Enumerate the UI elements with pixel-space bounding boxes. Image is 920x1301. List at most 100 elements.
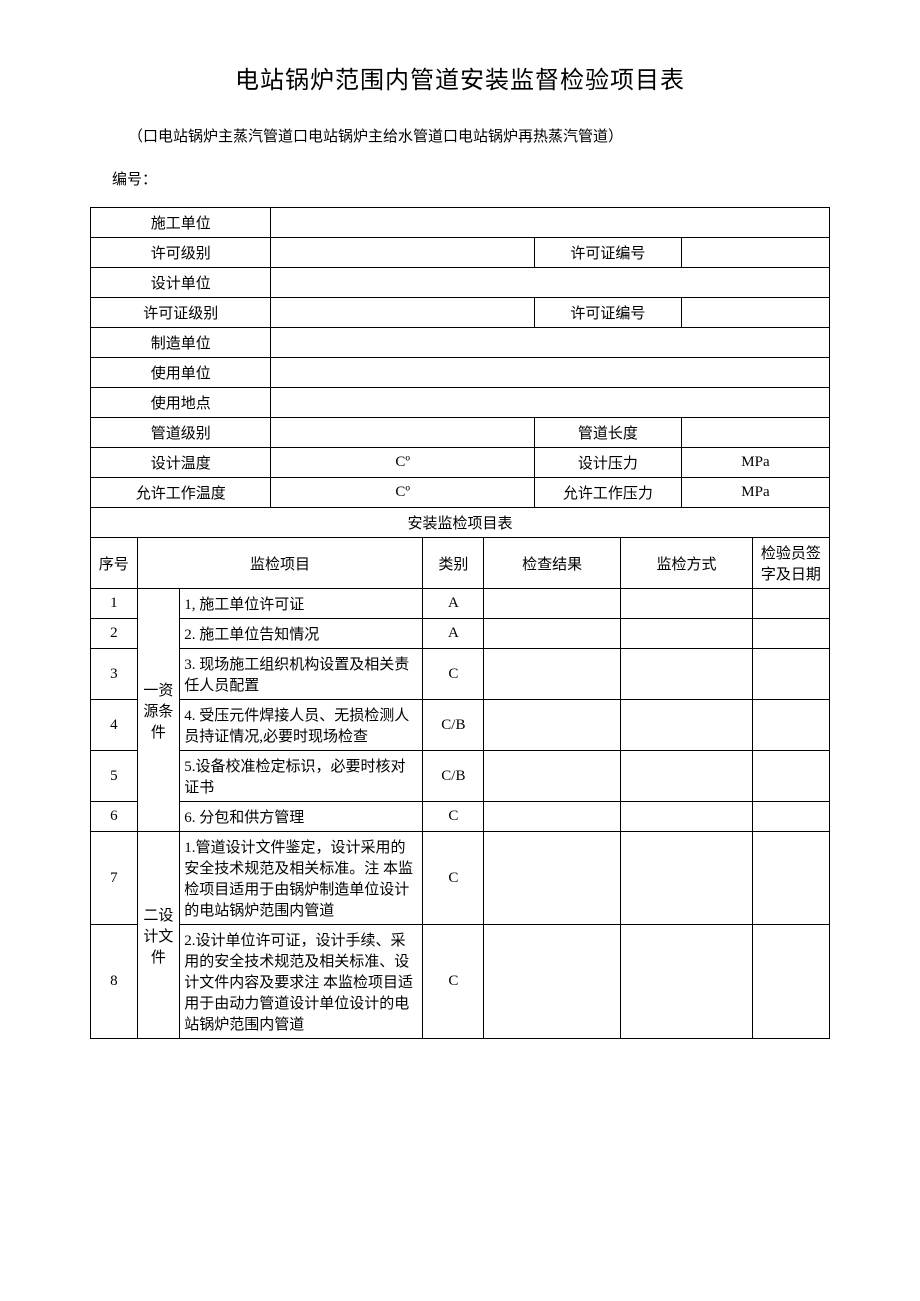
row-header: 序号 监检项目 类别 检查结果 监检方式 检验员签字及日期: [91, 538, 830, 589]
allow-pressure-label: 允许工作压力: [534, 478, 681, 508]
method-cell: [621, 832, 753, 925]
row-section-title: 安装监检项目表: [91, 508, 830, 538]
row-design-unit: 设计单位: [91, 268, 830, 298]
seq-cell: 3: [91, 649, 138, 700]
item-cell: 1.管道设计文件鉴定，设计采用的安全技术规范及相关标准。注 本监检项目适用于由锅…: [180, 832, 423, 925]
result-cell: [484, 700, 621, 751]
row-user-unit: 使用单位: [91, 358, 830, 388]
design-pressure-label: 设计压力: [534, 448, 681, 478]
design-pressure-unit: MPa: [681, 448, 829, 478]
result-cell: [484, 619, 621, 649]
row-permit-cert-level: 许可证级别 许可证编号: [91, 298, 830, 328]
permit-level-label: 许可级别: [91, 238, 271, 268]
permit-cert-no-value: [681, 298, 829, 328]
user-unit-value: [271, 358, 830, 388]
item-cell: 4. 受压元件焊接人员、无损检测人员持证情况,必要时现场检查: [180, 700, 423, 751]
cat-cell: C/B: [423, 751, 484, 802]
sign-cell: [752, 925, 829, 1039]
group-cell-2: 二设计文件: [137, 832, 180, 1039]
col-method: 监检方式: [621, 538, 753, 589]
sign-cell: [752, 619, 829, 649]
table-row: 6 6. 分包和供方管理 C: [91, 802, 830, 832]
row-pipe-level: 管道级别 管道长度: [91, 418, 830, 448]
item-cell: 6. 分包和供方管理: [180, 802, 423, 832]
result-cell: [484, 832, 621, 925]
design-temp-label: 设计温度: [91, 448, 271, 478]
item-cell: 2.设计单位许可证，设计手续、采用的安全技术规范及相关标准、设计文件内容及要求注…: [180, 925, 423, 1039]
seq-cell: 5: [91, 751, 138, 802]
cat-cell: C/B: [423, 700, 484, 751]
cat-cell: A: [423, 619, 484, 649]
method-cell: [621, 700, 753, 751]
permit-cert-level-label: 许可证级别: [91, 298, 271, 328]
permit-cert-no-label: 许可证编号: [534, 298, 681, 328]
design-temp-unit: Cº: [271, 448, 535, 478]
cat-cell: C: [423, 802, 484, 832]
table-row: 1 一资源条件 1, 施工单位许可证 A: [91, 589, 830, 619]
sign-cell: [752, 832, 829, 925]
manufacturer-label: 制造单位: [91, 328, 271, 358]
row-manufacturer: 制造单位: [91, 328, 830, 358]
result-cell: [484, 649, 621, 700]
result-cell: [484, 925, 621, 1039]
row-allow-temp: 允许工作温度 Cº 允许工作压力 MPa: [91, 478, 830, 508]
seq-cell: 1: [91, 589, 138, 619]
item-cell: 1, 施工单位许可证: [180, 589, 423, 619]
result-cell: [484, 751, 621, 802]
use-location-label: 使用地点: [91, 388, 271, 418]
design-unit-value: [271, 268, 830, 298]
seq-cell: 4: [91, 700, 138, 751]
table-row: 8 2.设计单位许可证，设计手续、采用的安全技术规范及相关标准、设计文件内容及要…: [91, 925, 830, 1039]
item-cell: 2. 施工单位告知情况: [180, 619, 423, 649]
row-construction-unit: 施工单位: [91, 208, 830, 238]
pipe-level-label: 管道级别: [91, 418, 271, 448]
construction-unit-label: 施工单位: [91, 208, 271, 238]
seq-cell: 8: [91, 925, 138, 1039]
pipe-length-value: [681, 418, 829, 448]
method-cell: [621, 619, 753, 649]
group-cell-1: 一资源条件: [137, 589, 180, 832]
cat-cell: C: [423, 832, 484, 925]
table-row: 4 4. 受压元件焊接人员、无损检测人员持证情况,必要时现场检查 C/B: [91, 700, 830, 751]
sign-cell: [752, 700, 829, 751]
row-design-temp: 设计温度 Cº 设计压力 MPa: [91, 448, 830, 478]
row-use-location: 使用地点: [91, 388, 830, 418]
allow-pressure-unit: MPa: [681, 478, 829, 508]
sign-cell: [752, 649, 829, 700]
method-cell: [621, 925, 753, 1039]
allow-temp-label: 允许工作温度: [91, 478, 271, 508]
section-title: 安装监检项目表: [91, 508, 830, 538]
seq-cell: 6: [91, 802, 138, 832]
permit-no-value: [681, 238, 829, 268]
item-cell: 3. 现场施工组织机构设置及相关责任人员配置: [180, 649, 423, 700]
item-cell: 5.设备校准检定标识，必要时核对证书: [180, 751, 423, 802]
method-cell: [621, 589, 753, 619]
col-cat: 类别: [423, 538, 484, 589]
table-row: 7 二设计文件 1.管道设计文件鉴定，设计采用的安全技术规范及相关标准。注 本监…: [91, 832, 830, 925]
method-cell: [621, 751, 753, 802]
row-permit-level: 许可级别 许可证编号: [91, 238, 830, 268]
cat-cell: A: [423, 589, 484, 619]
table-row: 5 5.设备校准检定标识，必要时核对证书 C/B: [91, 751, 830, 802]
permit-level-value: [271, 238, 535, 268]
method-cell: [621, 649, 753, 700]
sign-cell: [752, 589, 829, 619]
pipe-level-value: [271, 418, 535, 448]
result-cell: [484, 802, 621, 832]
seq-cell: 2: [91, 619, 138, 649]
design-unit-label: 设计单位: [91, 268, 271, 298]
col-item: 监检项目: [137, 538, 423, 589]
table-row: 3 3. 现场施工组织机构设置及相关责任人员配置 C: [91, 649, 830, 700]
doc-number-label: 编号：: [112, 168, 830, 189]
seq-cell: 7: [91, 832, 138, 925]
construction-unit-value: [271, 208, 830, 238]
method-cell: [621, 802, 753, 832]
col-result: 检查结果: [484, 538, 621, 589]
col-seq: 序号: [91, 538, 138, 589]
pipe-length-label: 管道长度: [534, 418, 681, 448]
user-unit-label: 使用单位: [91, 358, 271, 388]
sign-cell: [752, 802, 829, 832]
table-row: 2 2. 施工单位告知情况 A: [91, 619, 830, 649]
inspection-table: 施工单位 许可级别 许可证编号 设计单位 许可证级别 许可证编号 制造单位 使用…: [90, 207, 830, 1039]
col-sign: 检验员签字及日期: [752, 538, 829, 589]
